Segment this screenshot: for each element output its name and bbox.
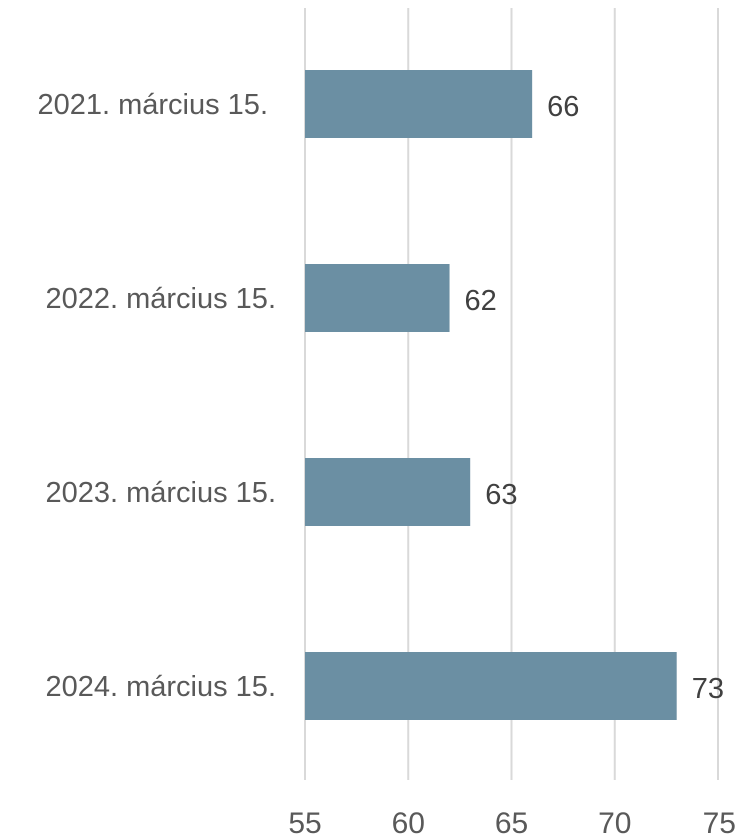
category-label: 2021. március 15.: [37, 89, 268, 121]
x-tick-label: 70: [598, 807, 631, 835]
data-label: 62: [465, 285, 497, 317]
x-axis-ticks: 55 60 65 70 75: [288, 807, 736, 835]
bar-3: [305, 458, 470, 526]
data-label: 73: [692, 673, 724, 705]
bar-4: [305, 652, 677, 720]
x-tick-label: 65: [495, 807, 528, 835]
bar-1: [305, 70, 532, 138]
x-tick-label: 55: [288, 807, 321, 835]
data-label: 66: [547, 91, 579, 123]
x-tick-label: 60: [392, 807, 425, 835]
category-label: 2023. március 15.: [45, 477, 276, 509]
labels-layer: 2021. március 15. 66 2022. március 15. 62 20…: [37, 89, 723, 705]
category-label: 2022. március 15.: [45, 283, 276, 315]
bars-layer: [305, 70, 677, 720]
category-label: 2024. március 15.: [45, 671, 276, 703]
x-tick-label: 75: [703, 807, 736, 835]
data-label: 63: [485, 479, 517, 511]
bar-2: [305, 264, 450, 332]
